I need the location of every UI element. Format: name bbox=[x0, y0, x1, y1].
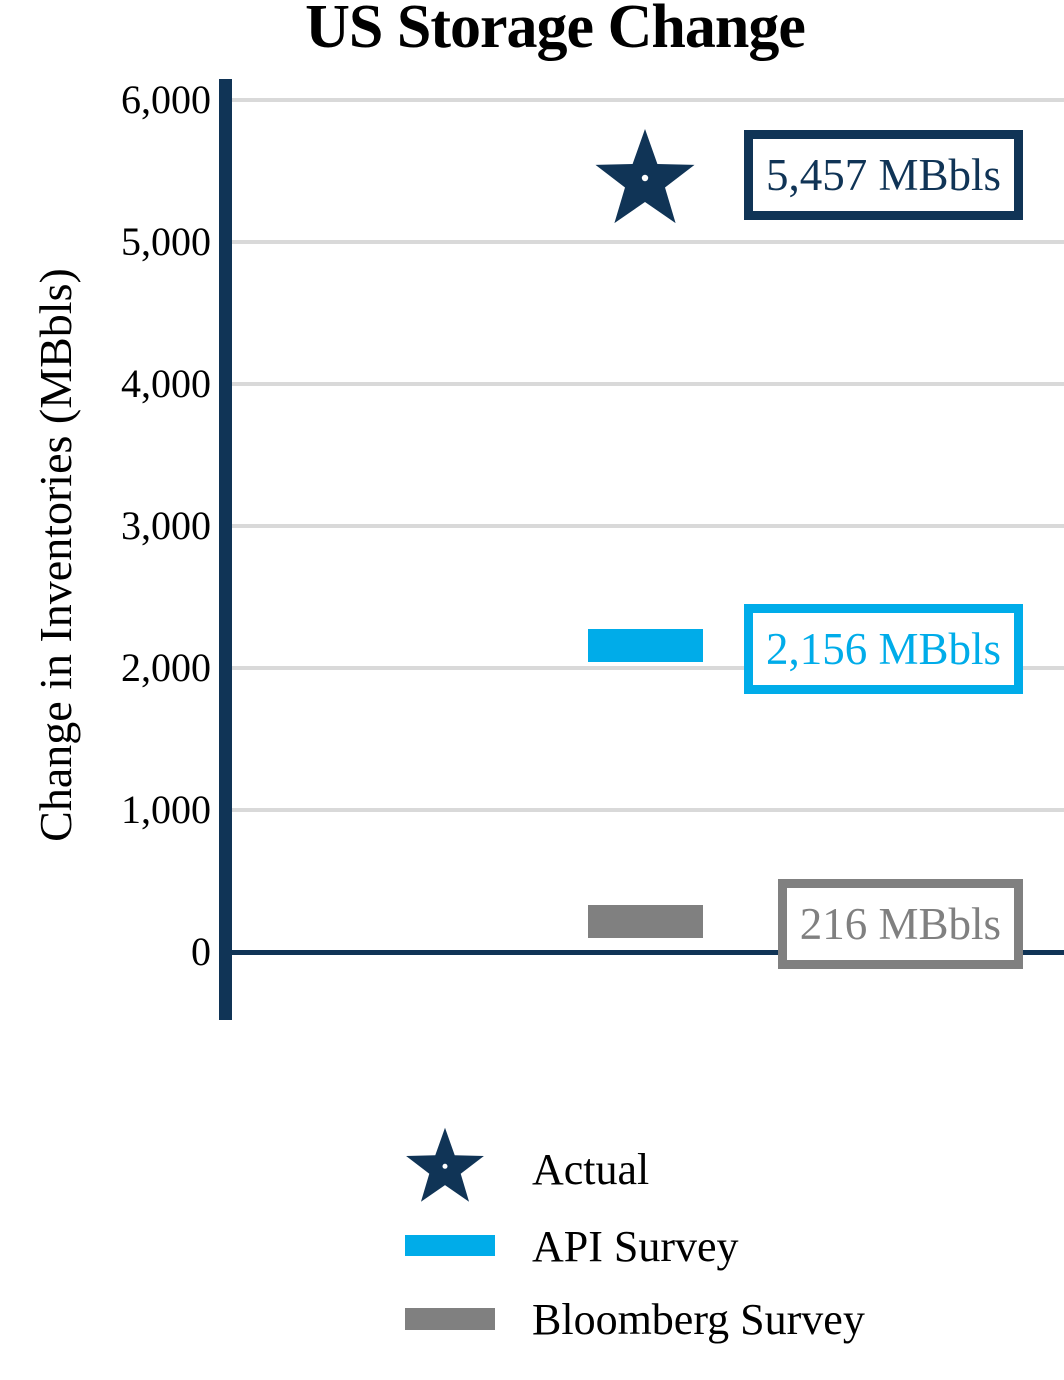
gridline-3000 bbox=[232, 524, 1064, 528]
bloomberg-survey-bar bbox=[588, 905, 703, 938]
ytick-3000: 3,000 bbox=[121, 503, 211, 548]
ytick-6000: 6,000 bbox=[121, 77, 211, 122]
api-survey-value-label: 2,156 MBbls bbox=[765, 624, 1001, 674]
actual-value-label: 5,457 MBbls bbox=[765, 150, 1001, 200]
gridline-5000 bbox=[232, 240, 1064, 244]
bloomberg-survey-value-label: 216 MBbls bbox=[799, 899, 1001, 949]
ytick-0: 0 bbox=[191, 929, 211, 974]
ytick-4000: 4,000 bbox=[121, 361, 211, 406]
legend-actual-star-icon bbox=[406, 1127, 484, 1202]
ytick-2000: 2,000 bbox=[121, 645, 211, 690]
chart-title: US Storage Change bbox=[305, 0, 806, 61]
y-axis-line bbox=[219, 79, 232, 1020]
ytick-5000: 5,000 bbox=[121, 219, 211, 264]
gridline-1000 bbox=[232, 808, 1064, 812]
gridline-4000 bbox=[232, 382, 1064, 386]
api-survey-value-box: 2,156 MBbls bbox=[743, 604, 1023, 694]
legend-bloomberg-survey-swatch bbox=[405, 1308, 495, 1330]
gridline-2000 bbox=[232, 666, 1064, 670]
actual-value-box: 5,457 MBbls bbox=[743, 130, 1023, 220]
bloomberg-survey-value-box: 216 MBbls bbox=[777, 879, 1023, 969]
api-survey-bar bbox=[588, 629, 703, 662]
actual-star-marker-icon bbox=[595, 129, 695, 224]
legend-api-survey-label: API Survey bbox=[532, 1222, 739, 1271]
legend-bloomberg-survey-label: Bloomberg Survey bbox=[532, 1295, 865, 1344]
zero-baseline bbox=[232, 950, 1064, 955]
gridline-6000 bbox=[232, 98, 1064, 102]
ytick-1000: 1,000 bbox=[121, 787, 211, 832]
legend-api-survey-swatch bbox=[405, 1235, 495, 1256]
legend-actual-label: Actual bbox=[532, 1145, 650, 1194]
